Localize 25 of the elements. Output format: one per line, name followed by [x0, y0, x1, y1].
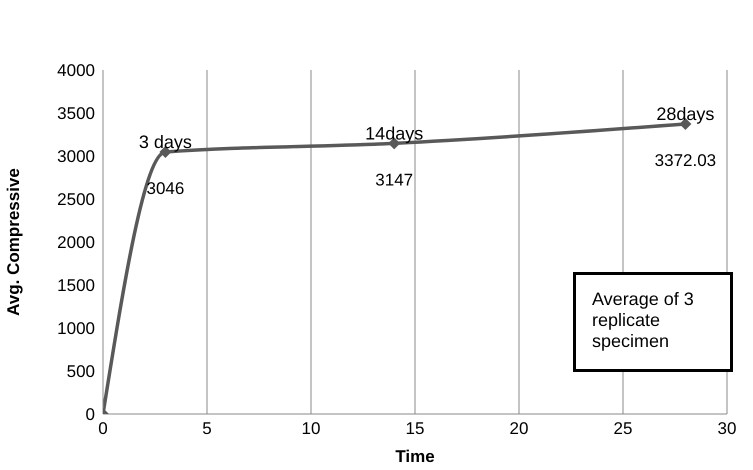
x-tick-label: 10 [302, 419, 320, 438]
y-tick-label: 500 [66, 362, 95, 382]
x-tick-label: 30 [718, 419, 736, 438]
x-tick-label: 25 [614, 419, 632, 438]
annotation: 14days [365, 123, 424, 144]
y-tick-label: 3000 [57, 147, 95, 166]
annotation: 28days [656, 104, 714, 124]
y-tick-label: 1000 [57, 319, 95, 338]
annotation: 3 days [138, 132, 192, 152]
x-axis-title: Time [395, 447, 435, 466]
y-axis-title: Avg. Compressive [4, 168, 24, 316]
y-tick-label: 2000 [57, 233, 95, 252]
y-tick-label: 4000 [57, 61, 95, 80]
x-tick-label: 5 [202, 419, 212, 438]
data-label: 3147 [375, 170, 414, 190]
x-tick-label: 20 [510, 419, 528, 438]
data-label: 3372.03 [654, 151, 716, 170]
y-tick-label: 3500 [57, 104, 95, 124]
y-tick-label: 1500 [57, 276, 95, 296]
x-tick-label: 0 [98, 419, 108, 438]
x-tick-label: 15 [406, 419, 424, 438]
data-label: 3046 [146, 179, 184, 198]
y-tick-label: 0 [86, 405, 95, 424]
y-tick-label: 2500 [57, 190, 95, 210]
note-box: Average of 3 replicate specimen [573, 272, 733, 372]
